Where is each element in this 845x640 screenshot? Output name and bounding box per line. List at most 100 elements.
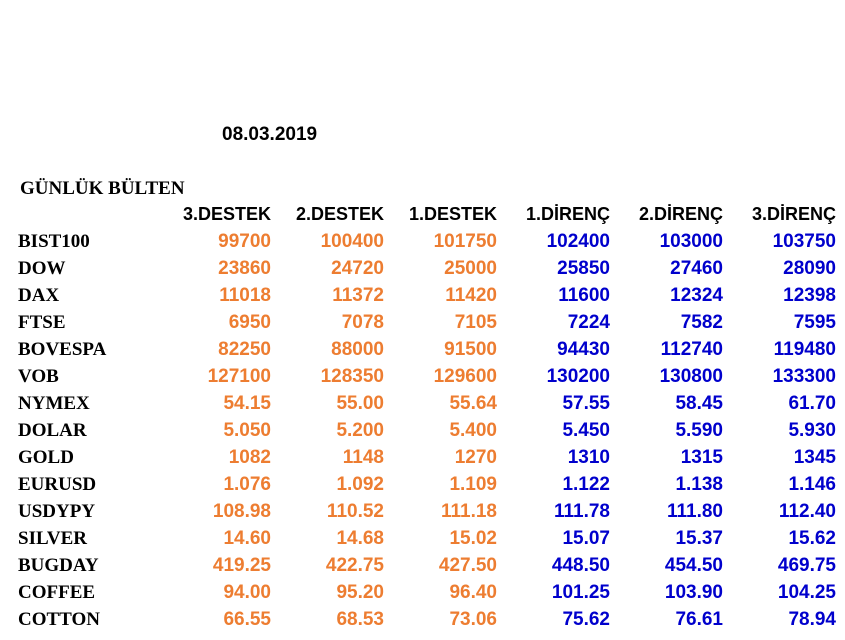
column-header-resistance-3: 3.DİRENÇ [751,204,836,224]
resistance-value-cell: 15.07 [562,528,610,549]
support-value-cell: 101750 [433,231,497,252]
table-body: BIST100 99700 100400 101750 102400 103000 1037… [18,228,836,633]
resistance-value-cell: 7224 [567,312,610,333]
resistance-value-cell: 5.930 [788,420,836,441]
support-value-cell: 129600 [433,366,497,387]
support-value-cell: 96.40 [449,582,497,603]
levels-table: 3.DESTEK 2.DESTEK 1.DESTEK 1.DİRENÇ 2.Dİ… [18,201,836,633]
resistance-value-cell: 5.590 [675,420,723,441]
support-value-cell: 11372 [332,285,384,306]
support-value-cell: 7105 [454,312,497,333]
resistance-value-cell: 25850 [557,258,610,279]
table-row: GOLD 1082 1148 1270 1310 1315 1345 [18,444,836,471]
symbol-cell: NYMEX [18,393,90,414]
resistance-value-cell: 15.62 [788,528,836,549]
bulletin-date: 08.03.2019 [222,124,318,145]
column-header-support-3: 3.DESTEK [182,204,271,224]
support-value-cell: 24720 [331,258,384,279]
support-value-cell: 100400 [320,231,384,252]
symbol-cell: USDYPY [18,501,96,522]
support-value-cell: 94.00 [223,582,271,603]
support-value-cell: 1082 [228,447,271,468]
resistance-value-cell: 1315 [680,447,723,468]
support-value-cell: 5.050 [223,420,271,441]
resistance-value-cell: 76.61 [675,609,723,630]
table-header-row: 3.DESTEK 2.DESTEK 1.DESTEK 1.DİRENÇ 2.Dİ… [18,201,836,228]
support-value-cell: 419.25 [212,555,271,576]
resistance-value-cell: 101.25 [551,582,610,603]
table-row: DOW 23860 24720 25000 25850 27460 28090 [18,255,836,282]
symbol-cell: FTSE [18,312,66,333]
symbol-cell: BUGDAY [18,555,99,576]
resistance-value-cell: 78.94 [788,609,836,630]
resistance-value-cell: 5.450 [562,420,610,441]
table-row: USDYPY 108.98 110.52 111.18 111.78 111.80 112.… [18,498,836,525]
resistance-value-cell: 469.75 [777,555,836,576]
symbol-cell: COFFEE [18,582,96,603]
symbol-cell: COTTON [18,609,101,630]
resistance-value-cell: 103.90 [664,582,723,603]
support-value-cell: 1148 [342,447,384,468]
support-value-cell: 73.06 [449,609,497,630]
resistance-value-cell: 448.50 [551,555,610,576]
support-value-cell: 68.53 [336,609,384,630]
support-value-cell: 110.52 [326,501,384,522]
table-row: VOB 127100 128350 129600 130200 130800 133300 [18,363,836,390]
support-value-cell: 23860 [218,258,271,279]
support-value-cell: 55.64 [449,393,497,414]
support-value-cell: 5.400 [449,420,497,441]
support-value-cell: 5.200 [336,420,384,441]
support-value-cell: 82250 [218,339,271,360]
table-row: COTTON 66.55 68.53 73.06 75.62 76.61 78.94 [18,606,836,633]
support-value-cell: 1.076 [223,474,271,495]
support-value-cell: 15.02 [449,528,497,549]
support-value-cell: 55.00 [336,393,384,414]
resistance-value-cell: 103000 [659,231,723,252]
table-row: DAX 11018 11372 11420 11600 12324 12398 [18,282,836,309]
column-header-resistance-2: 2.DİRENÇ [638,204,723,224]
table-row: NYMEX 54.15 55.00 55.64 57.55 58.45 61.70 [18,390,836,417]
support-value-cell: 14.60 [223,528,271,549]
bulletin-title: GÜNLÜK BÜLTEN [20,178,185,199]
symbol-column-header [18,201,158,228]
support-value-cell: 7078 [341,312,384,333]
resistance-value-cell: 112740 [660,339,723,360]
column-header-resistance-1: 1.DİRENÇ [525,204,610,224]
resistance-value-cell: 130200 [546,366,610,387]
table-row: BOVESPA 82250 88000 91500 94430 112740 119480 [18,336,836,363]
support-value-cell: 111.18 [440,501,497,522]
resistance-value-cell: 1.122 [562,474,610,495]
support-value-cell: 1270 [454,447,497,468]
symbol-cell: BIST100 [18,231,90,252]
support-value-cell: 1.092 [336,474,384,495]
resistance-value-cell: 27460 [670,258,723,279]
table-row: BUGDAY 419.25 422.75 427.50 448.50 454.50 469.… [18,552,836,579]
table-row: EURUSD 1.076 1.092 1.109 1.122 1.138 1.146 [18,471,836,498]
resistance-value-cell: 112.40 [778,501,836,522]
resistance-value-cell: 111.80 [666,501,723,522]
symbol-cell: DOW [18,258,66,279]
resistance-value-cell: 102400 [546,231,610,252]
symbol-cell: GOLD [18,447,74,468]
support-value-cell: 88000 [331,339,384,360]
resistance-value-cell: 119480 [773,339,836,360]
support-value-cell: 6950 [228,312,271,333]
support-value-cell: 54.15 [223,393,271,414]
support-value-cell: 128350 [320,366,384,387]
resistance-value-cell: 1310 [567,447,610,468]
resistance-value-cell: 11600 [558,285,610,306]
support-value-cell: 14.68 [336,528,384,549]
table-row: COFFEE 94.00 95.20 96.40 101.25 103.90 104.25 [18,579,836,606]
resistance-value-cell: 58.45 [675,393,723,414]
symbol-cell: BOVESPA [18,339,107,360]
resistance-value-cell: 111.78 [553,501,610,522]
support-value-cell: 91500 [444,339,497,360]
table-row: DOLAR 5.050 5.200 5.400 5.450 5.590 5.930 [18,417,836,444]
resistance-value-cell: 28090 [783,258,836,279]
resistance-value-cell: 103750 [772,231,836,252]
table-row: FTSE 6950 7078 7105 7224 7582 7595 [18,309,836,336]
resistance-value-cell: 454.50 [664,555,723,576]
resistance-value-cell: 7595 [793,312,836,333]
resistance-value-cell: 104.25 [777,582,836,603]
resistance-value-cell: 133300 [772,366,836,387]
